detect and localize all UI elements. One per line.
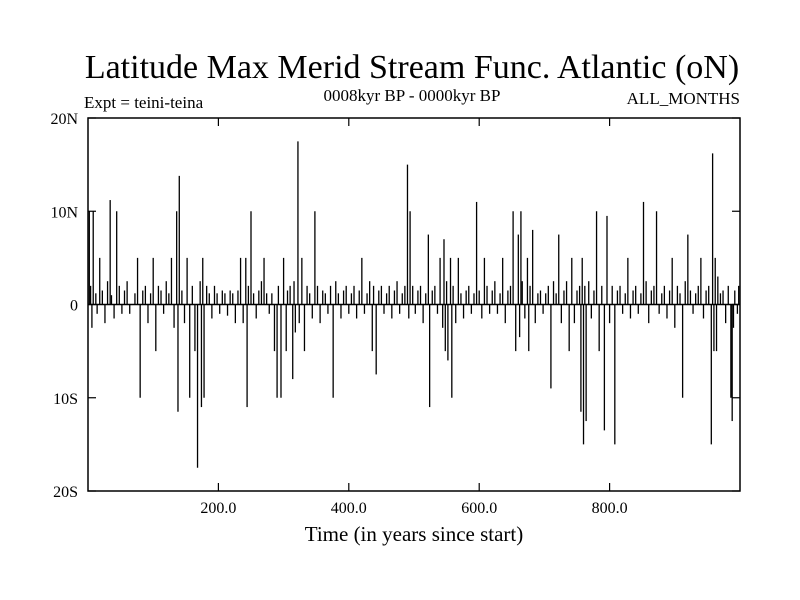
x-tick-label: 800.0 [592, 500, 628, 517]
y-axis: 20N 10N 0 10S 20S [50, 111, 740, 501]
chart-title: Latitude Max Merid Stream Func. Atlantic… [85, 49, 739, 86]
y-tick-label: 20N [50, 111, 78, 128]
x-tick-label: 200.0 [200, 500, 236, 517]
y-tick-label: 10N [50, 204, 78, 221]
y-tick-label: 0 [70, 298, 78, 315]
y-tick-label: 10S [53, 391, 78, 408]
period-label: 0008kyr BP - 0000kyr BP [324, 86, 501, 105]
x-tick-label: 400.0 [331, 500, 367, 517]
y-tick-label: 20S [53, 484, 78, 501]
x-axis: 200.0 400.0 600.0 800.0 [200, 118, 628, 517]
x-tick-label: 600.0 [461, 500, 497, 517]
series-group [88, 141, 740, 468]
experiment-label: Expt = teini-teina [84, 93, 204, 112]
x-axis-label: Time (in years since start) [305, 522, 524, 546]
months-label: ALL_MONTHS [627, 89, 740, 108]
